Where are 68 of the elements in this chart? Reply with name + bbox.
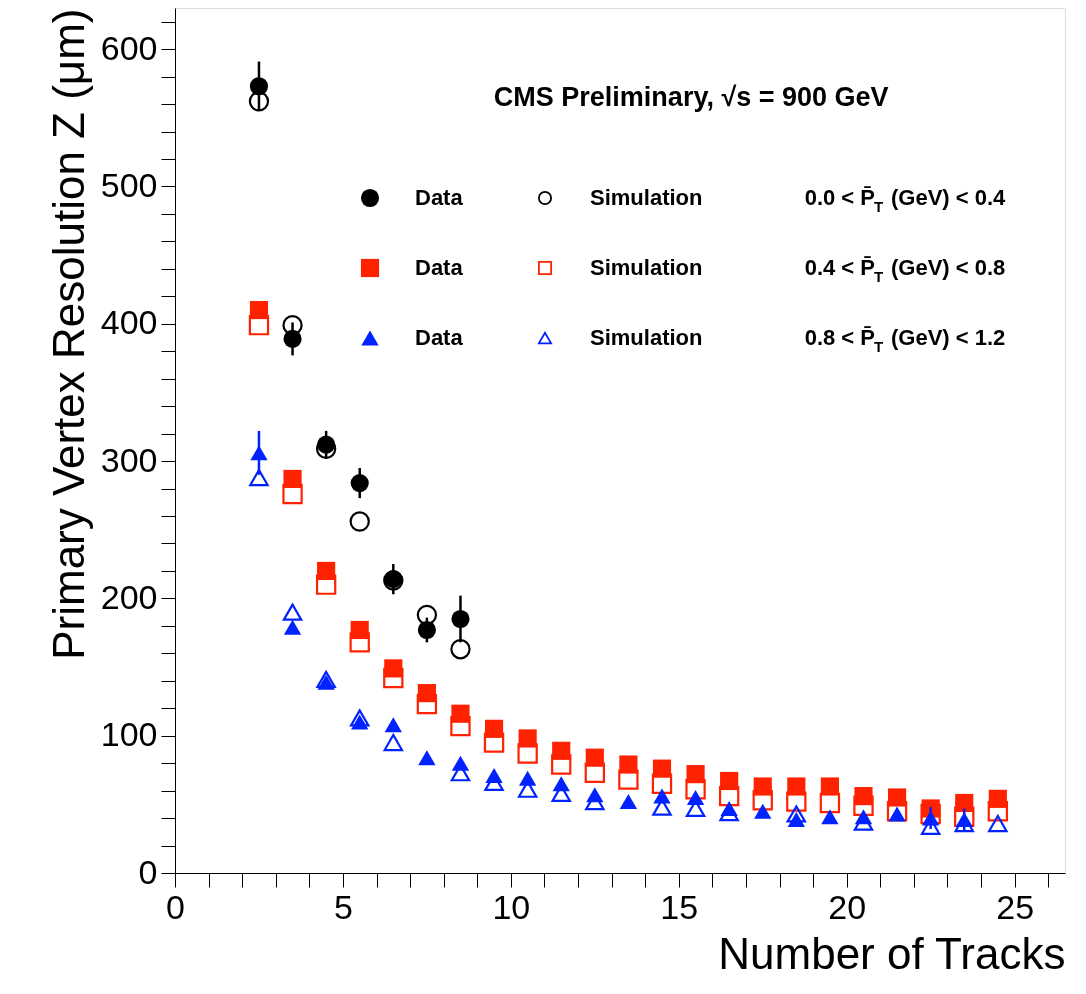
point [819,792,841,814]
x-tick-label: 10 [492,887,531,926]
point [450,639,471,660]
point [584,762,605,783]
legend-label: Simulation [590,185,703,210]
point [383,733,404,752]
point [752,790,773,811]
legend-label: Data [415,255,464,280]
point [451,609,470,629]
text: CMS Preliminary, √s = 900 GeV [493,82,889,112]
point [483,732,505,753]
y-tick-label: 300 [100,440,158,479]
point [920,803,941,825]
point [987,801,1009,822]
point [685,779,706,800]
point [349,511,370,532]
point [248,91,270,112]
legend-label: Data [415,325,464,350]
point [551,754,572,775]
y-tick-label: 400 [100,303,158,342]
point [651,773,673,794]
point [418,750,436,766]
x-tick-label: 0 [166,887,185,926]
point [821,809,839,825]
y-tick-label: 500 [100,165,158,204]
x-tick-label: 20 [828,887,867,926]
point [250,445,268,461]
point [249,468,269,487]
point [315,574,337,595]
y-tick-label: 200 [100,577,158,616]
point [517,743,538,764]
point [619,794,638,810]
point [618,769,639,790]
point [886,801,908,822]
point [282,315,303,336]
x-tick-label: 5 [333,887,353,926]
point [350,474,369,493]
legend-label: Simulation [590,325,703,350]
point [282,603,303,621]
point [384,717,402,733]
point [383,667,404,689]
point [888,806,906,822]
point [349,632,370,653]
point [248,314,270,336]
point [416,604,438,626]
point [786,791,807,812]
x-tick-label: 25 [996,887,1035,926]
y-axis-title: Primary Vertex Resolution Z (μm) [43,8,93,660]
y-tick-label: 100 [100,715,158,754]
point [282,483,303,505]
point [954,806,975,827]
point [988,814,1008,833]
y-tick-label: 0 [138,852,158,891]
point [718,785,740,807]
y-tick-label: 600 [100,28,158,67]
point [283,619,302,635]
point [416,693,438,715]
point [786,805,807,823]
point [450,715,471,737]
point [316,670,336,688]
x-axis-title: Number of Tracks [718,928,1066,978]
point [349,709,370,727]
point [417,620,436,640]
point [853,795,874,816]
legend-label: Data [415,185,464,210]
point [754,803,772,819]
legend-label: Simulation [590,255,703,280]
x-tick-label: 15 [660,887,699,926]
